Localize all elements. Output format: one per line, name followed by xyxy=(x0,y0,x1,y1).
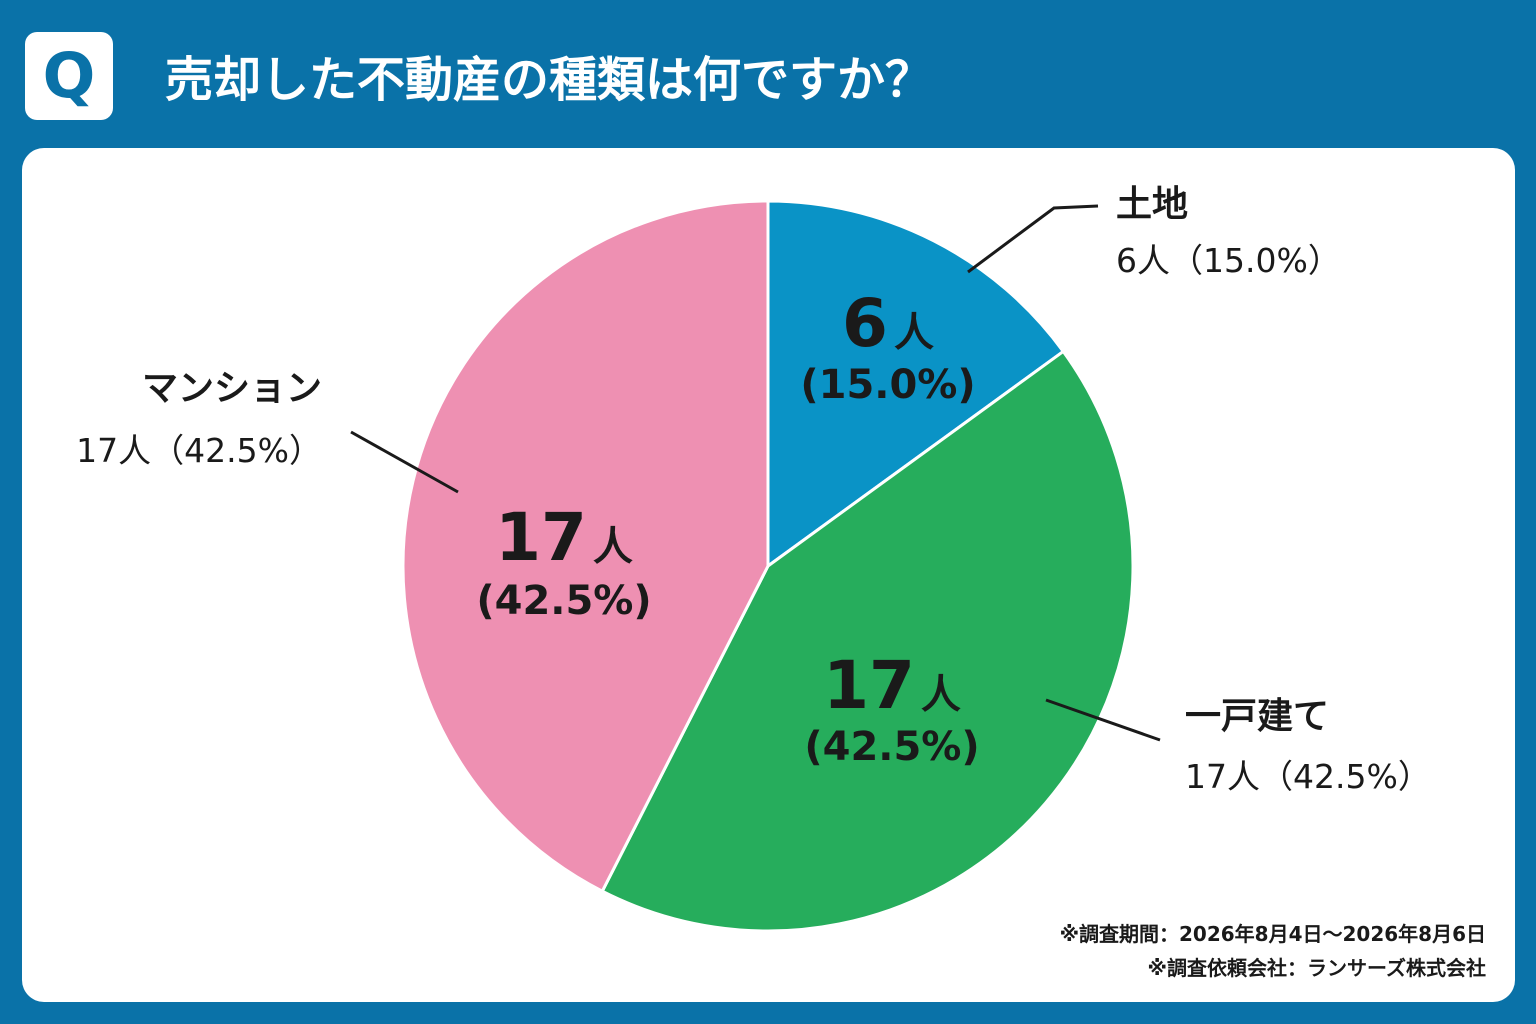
category-label-mansion: マンション xyxy=(142,368,322,409)
pie-slice-mansion xyxy=(401,199,770,894)
slice-percent-label-house: (42.5%) xyxy=(804,724,979,770)
leader-line-mansion xyxy=(350,430,459,494)
q-letter: Q xyxy=(42,39,96,112)
leader-lines xyxy=(350,204,1161,742)
slice-count-label-mansion: 17 人 xyxy=(495,499,633,576)
survey-period-note: ※調査期間：2026年8月4日～2026年8月6日 xyxy=(1059,922,1486,946)
value-label-land: 6人（15.0%） xyxy=(1116,241,1341,280)
slice-percent-label-mansion: (42.5%) xyxy=(476,578,651,624)
leader-line-house xyxy=(1045,698,1161,742)
pie-slices xyxy=(401,199,1135,933)
value-label-house: 17人（42.5%） xyxy=(1185,757,1431,796)
slice-count-label-house: 17 人 xyxy=(823,647,961,724)
pie-slice-house xyxy=(600,349,1135,933)
survey-client-note: ※調査依頼会社：ランサーズ株式会社 xyxy=(1147,956,1486,980)
question-title: 売却した不動産の種類は何ですか？ xyxy=(165,52,934,108)
q-badge: Q xyxy=(25,32,113,120)
category-label-land: 土地 xyxy=(1116,184,1188,225)
leader-line-land xyxy=(967,204,1099,274)
slice-percent-label-land: (15.0%) xyxy=(800,362,975,408)
value-label-mansion: 17人（42.5%） xyxy=(76,431,322,470)
pie-slice-land xyxy=(766,199,1066,569)
category-label-house: 一戸建て xyxy=(1185,696,1329,737)
